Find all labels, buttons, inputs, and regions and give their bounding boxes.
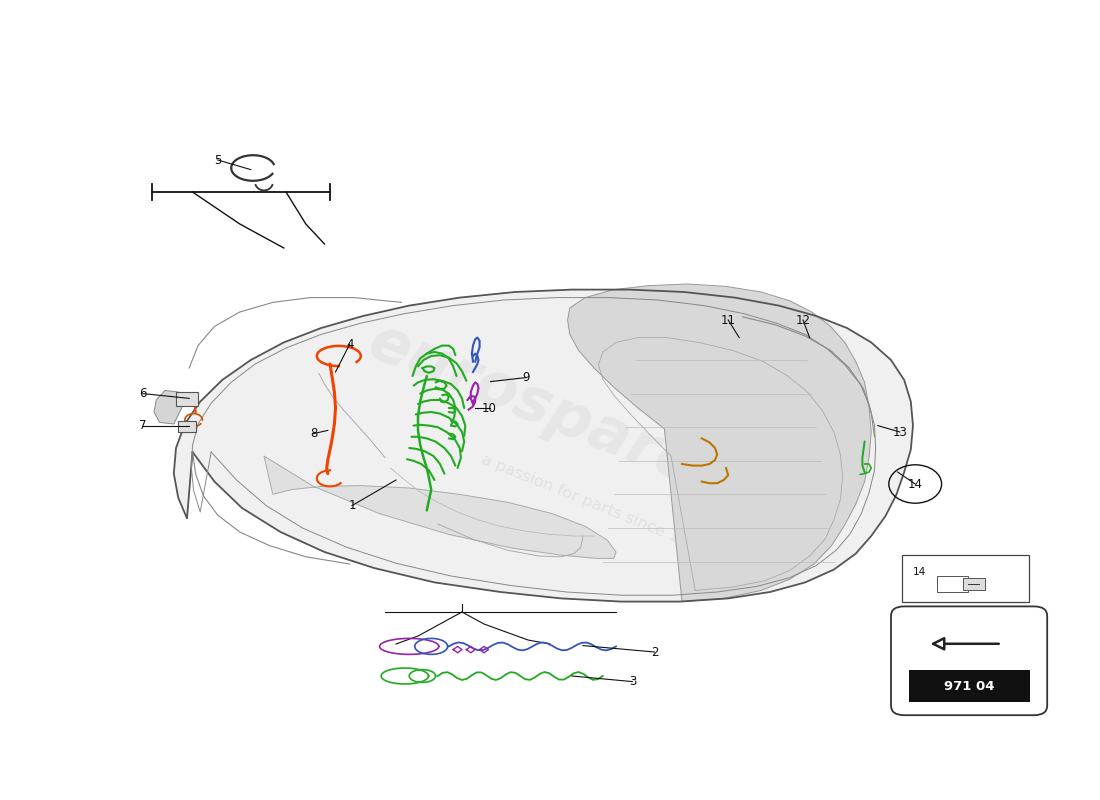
Text: a passion for parts since 1985: a passion for parts since 1985 xyxy=(478,452,710,556)
FancyBboxPatch shape xyxy=(891,606,1047,715)
Bar xyxy=(937,576,968,592)
Text: 11: 11 xyxy=(720,314,736,326)
Text: 3: 3 xyxy=(629,675,636,688)
Text: 14: 14 xyxy=(908,478,923,490)
Text: 12: 12 xyxy=(795,314,811,326)
Text: 9: 9 xyxy=(522,371,529,384)
Text: 13: 13 xyxy=(892,426,907,438)
Polygon shape xyxy=(264,456,616,558)
Bar xyxy=(178,421,196,432)
Text: 14: 14 xyxy=(913,567,926,578)
Text: 10: 10 xyxy=(482,402,497,414)
Text: eurospares: eurospares xyxy=(360,312,740,512)
Bar xyxy=(962,578,984,590)
Polygon shape xyxy=(154,390,185,424)
Bar xyxy=(176,392,198,406)
FancyArrowPatch shape xyxy=(933,638,999,650)
Bar xyxy=(902,555,1028,602)
Text: 7: 7 xyxy=(140,419,146,432)
Text: 2: 2 xyxy=(651,646,658,658)
Text: 6: 6 xyxy=(140,387,146,400)
Text: 5: 5 xyxy=(214,154,221,166)
Text: 1: 1 xyxy=(349,499,355,512)
Polygon shape xyxy=(174,290,913,602)
Polygon shape xyxy=(568,284,871,602)
Text: 8: 8 xyxy=(310,427,317,440)
Text: 971 04: 971 04 xyxy=(944,681,994,694)
Bar xyxy=(909,670,1030,702)
Text: 4: 4 xyxy=(346,338,353,350)
